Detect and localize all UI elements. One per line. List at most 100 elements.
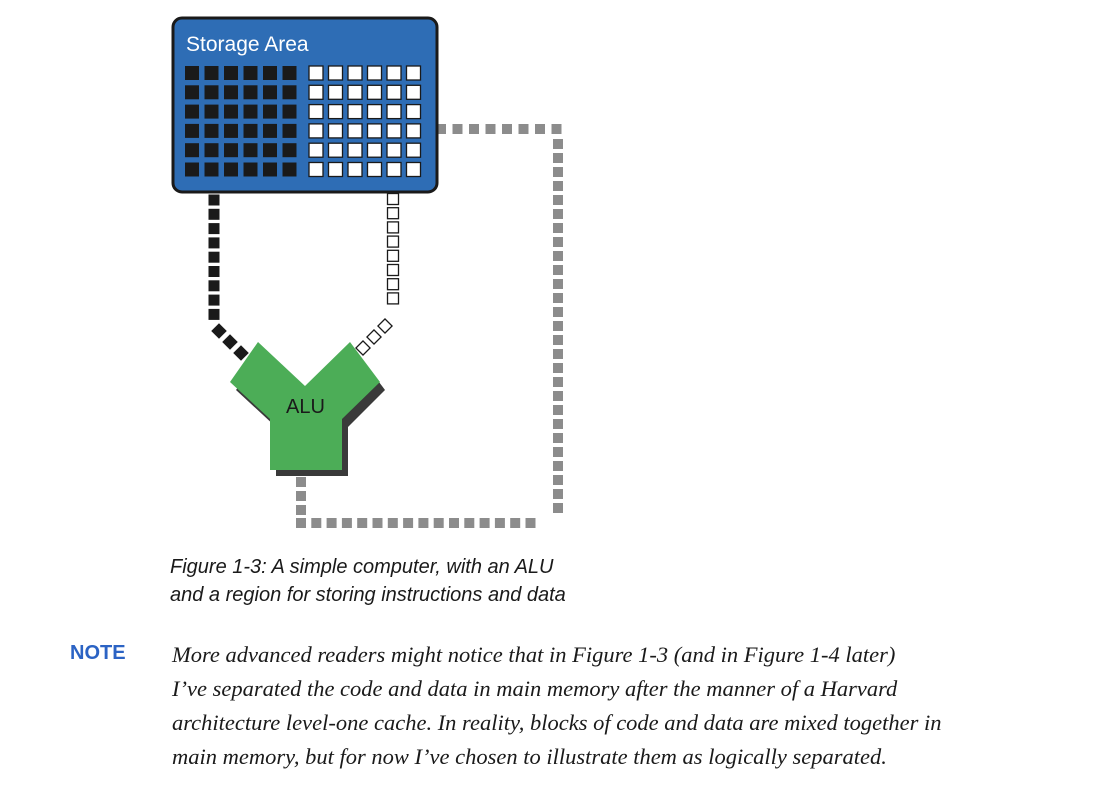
data-cell [327, 142, 344, 158]
data-cell [308, 84, 324, 100]
bus-segment [553, 391, 563, 401]
bus-segment [553, 209, 563, 219]
data-return-bus [296, 124, 563, 528]
instruction-cell [263, 104, 277, 119]
instruction-cell [204, 123, 219, 138]
bus-segment [222, 334, 238, 350]
bus-segment [372, 518, 383, 528]
data-memory-grid [308, 65, 422, 178]
bus-segment [553, 181, 563, 191]
caption-line: Figure 1-3: A simple computer, with an A… [170, 556, 554, 578]
instruction-cell [224, 104, 238, 119]
instruction-cell [263, 66, 277, 80]
bus-segment [553, 139, 563, 149]
note-label: NOTE [70, 642, 126, 664]
data-cell [386, 161, 402, 178]
instruction-cell [282, 123, 297, 138]
bus-segment [553, 349, 563, 359]
bus-segment [208, 208, 220, 220]
bus-segment [510, 518, 521, 528]
bus-segment [553, 167, 563, 177]
bus-segment [386, 221, 400, 234]
bus-segment [386, 263, 400, 277]
instruction-cell [185, 143, 199, 158]
bus-segment [296, 505, 306, 515]
data-cell [308, 161, 324, 178]
bus-segment [553, 405, 563, 415]
bus-segment [433, 518, 444, 528]
data-cell [347, 142, 363, 158]
bus-segment [535, 124, 545, 134]
bus-segment [233, 345, 249, 361]
data-cell [308, 123, 324, 139]
data-cell [327, 123, 344, 139]
instruction-cell [185, 123, 199, 138]
instruction-memory-grid [185, 66, 297, 177]
note-line: I’ve separated the code and data in main… [172, 676, 898, 701]
data-cell [308, 65, 324, 81]
data-cell [347, 123, 363, 139]
bus-segment [553, 251, 563, 261]
data-cell [347, 65, 363, 81]
bus-segment [553, 279, 563, 289]
data-cell [405, 103, 422, 120]
caption-line: and a region for storing instructions an… [170, 584, 566, 606]
bus-segment [553, 307, 563, 317]
instruction-cell [243, 162, 258, 177]
instruction-cell [243, 123, 258, 138]
data-cell [366, 161, 383, 178]
bus-segment [296, 518, 306, 528]
bus-segment [469, 124, 479, 134]
bus-segment [386, 207, 400, 220]
instruction-cell [263, 123, 277, 138]
bus-segment [296, 491, 306, 501]
instruction-cell [243, 143, 258, 158]
data-cell [366, 142, 383, 158]
bus-segment [208, 194, 220, 206]
bus-segment [386, 235, 400, 248]
instruction-cell [282, 162, 297, 177]
bus-segment [518, 124, 529, 134]
instruction-cell [204, 85, 219, 100]
computer-diagram: ALU Storage Area [171, 16, 563, 528]
data-cell [308, 103, 324, 120]
instruction-cell [224, 123, 238, 138]
bus-segment [449, 518, 459, 528]
data-cell [327, 65, 344, 81]
bus-segment [553, 461, 563, 471]
data-cell [308, 142, 324, 158]
bus-segment [494, 518, 505, 528]
note-line: architecture level-one cache. In reality… [172, 710, 942, 735]
bus-segment [553, 195, 563, 205]
instruction-cell [263, 162, 277, 177]
instruction-cell [204, 143, 219, 158]
bus-segment [387, 518, 398, 528]
bus-segment [355, 340, 371, 356]
bus-segment [551, 124, 562, 134]
data-cell [327, 161, 344, 178]
data-cell [386, 142, 402, 158]
bus-segment [553, 237, 563, 247]
bus-segment [311, 518, 322, 528]
data-cell [405, 123, 422, 139]
data-cell [386, 65, 402, 81]
bus-segment [296, 477, 306, 487]
data-cell [366, 65, 383, 81]
instruction-cell [243, 66, 258, 80]
bus-segment [418, 518, 429, 528]
bus-segment [208, 266, 220, 277]
instruction-cell [263, 143, 277, 158]
instruction-cell [224, 85, 238, 100]
bus-segment [479, 518, 490, 528]
bus-segment [403, 518, 414, 528]
note-line: More advanced readers might notice that … [172, 642, 896, 667]
storage-area-title: Storage Area [186, 33, 309, 56]
instruction-cell [282, 143, 297, 158]
bus-segment [553, 321, 563, 331]
bus-segment [366, 329, 382, 345]
data-cell [386, 84, 402, 100]
bus-segment [386, 192, 400, 206]
bus-segment [386, 249, 400, 262]
bus-segment [553, 293, 563, 303]
data-cell [405, 161, 422, 178]
